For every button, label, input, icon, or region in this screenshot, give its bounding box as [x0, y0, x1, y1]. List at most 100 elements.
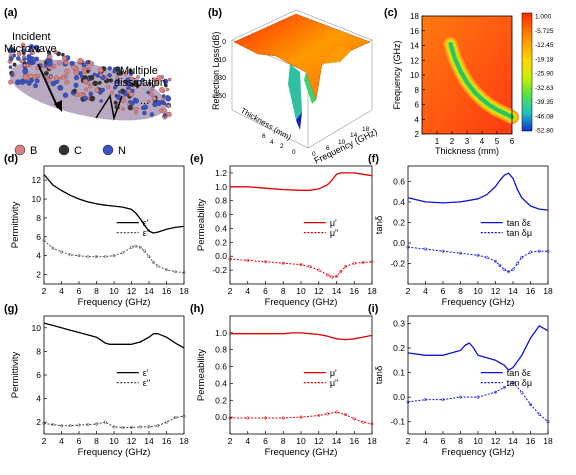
data-point [138, 245, 142, 249]
data-point [528, 250, 533, 254]
atom [133, 80, 139, 86]
data-point [173, 415, 177, 420]
atom-legend-marker-c [58, 144, 70, 156]
atom [117, 70, 124, 76]
x-tick-label: 14 [508, 436, 518, 446]
data-point [51, 246, 55, 250]
atom [100, 87, 105, 93]
svg-text:6: 6 [326, 145, 330, 152]
panel-f: (f) 2 4 6 8 10 12 14 16 18 -0.2 0.0 0.2 0.4 0.6 Frequen… [368, 153, 553, 308]
y-tick-label: 0.6 [393, 176, 405, 186]
x-tick-label: 10 [296, 286, 306, 296]
atom [47, 60, 53, 67]
atom [99, 99, 103, 103]
x-tick-label: 3 [465, 137, 470, 146]
colorbar-tick-label: -52.80 [535, 128, 554, 135]
y-tick-label: 10 [32, 323, 42, 333]
dissipation-arrows [95, 93, 123, 121]
x-tick-label: 2 [228, 286, 233, 296]
legend-label: μ'' [330, 378, 339, 388]
x-tick-label: 4 [59, 436, 64, 446]
atom [129, 76, 134, 81]
data-point [147, 425, 151, 429]
x-tick-label: 18 [179, 436, 189, 446]
atom [107, 73, 112, 78]
data-point [485, 255, 489, 259]
y-tick-label: 0.0 [215, 251, 227, 261]
data-point [370, 422, 374, 426]
data-point [537, 412, 541, 416]
data-point [441, 398, 445, 402]
y-tick-label: 4 [36, 394, 41, 404]
series-line-real [230, 332, 373, 341]
atom [84, 87, 89, 92]
incident-microwave-label: Incident Microwave [4, 31, 57, 55]
atom [45, 58, 50, 63]
x-axis-label: Frequency (GHz) [78, 297, 151, 308]
atom [142, 110, 147, 116]
y-tick-label: 1.2 [215, 168, 227, 178]
x-tick-label: 14 [508, 286, 518, 296]
x-tick-label: 10 [109, 286, 119, 296]
data-point [94, 255, 99, 259]
series-line-real [43, 322, 185, 349]
data-point [317, 268, 321, 272]
y-tick-label: 6 [415, 101, 420, 110]
data-point [352, 417, 356, 421]
legend-label: tan δμ [507, 228, 532, 238]
y-tick-label: 18 [410, 12, 419, 21]
atom [85, 60, 90, 64]
atom [89, 61, 95, 67]
atom [35, 73, 41, 79]
y-tick-label: 12 [32, 175, 42, 185]
x-tick-label: 6 [510, 137, 515, 146]
x-tick-label: 6 [263, 286, 268, 296]
y-axis-label: tanδ [374, 216, 385, 235]
atom [54, 75, 59, 81]
x-tick-label: 6 [263, 436, 268, 446]
x-tick-label: 4 [480, 137, 485, 146]
x-tick-label: 10 [473, 286, 483, 296]
atom [97, 67, 104, 73]
x-tick-label: 5 [495, 137, 500, 146]
panel-d-tag: (d) [4, 153, 18, 165]
data-point [112, 254, 116, 258]
incident-arrow [37, 63, 59, 109]
y-tick-label: 8 [36, 346, 41, 356]
data-point [147, 255, 151, 259]
atom [12, 62, 17, 67]
x-tick-label: 18 [367, 286, 377, 296]
atom [147, 99, 151, 104]
svg-text:-30: -30 [216, 75, 226, 82]
data-point [164, 268, 169, 272]
legend-label: ε'' [143, 378, 151, 388]
atom [149, 112, 155, 117]
x-tick-label: 4 [59, 286, 64, 296]
y-axis-label: tanδ [374, 366, 385, 385]
y-tick-label: -0.1 [390, 417, 405, 427]
atom [23, 63, 27, 68]
x-tick-label: 12 [491, 436, 501, 446]
data-point [334, 410, 339, 414]
data-point [103, 255, 107, 259]
data-point [281, 261, 285, 265]
y-tick-label: 0.2 [393, 343, 405, 353]
svg-text:10: 10 [338, 139, 346, 146]
atom [108, 78, 114, 83]
atom [130, 88, 135, 93]
x-tick-label: 18 [367, 436, 377, 446]
atom [27, 48, 32, 53]
y-tick-label: 0.4 [215, 223, 227, 233]
atom [24, 79, 29, 84]
x-tick-label: 12 [314, 436, 324, 446]
atom [162, 113, 167, 118]
atom [118, 90, 122, 94]
data-point [520, 390, 524, 394]
surface-z-ticks: 0 -10 -30 -50 [216, 39, 226, 100]
atom [73, 82, 79, 88]
data-point [228, 416, 232, 420]
svg-text:6: 6 [262, 133, 266, 140]
